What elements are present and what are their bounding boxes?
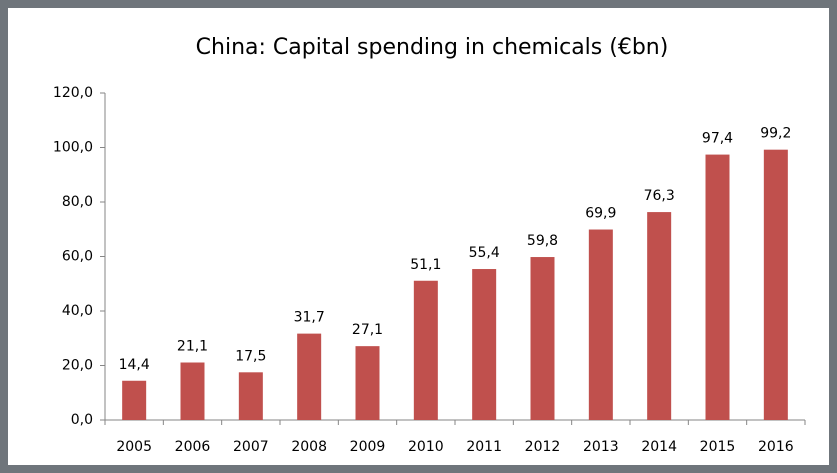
bar xyxy=(763,149,788,420)
data-label: 99,2 xyxy=(760,126,791,142)
data-label: 27,1 xyxy=(352,322,383,338)
bar xyxy=(588,229,613,420)
bar xyxy=(238,372,263,420)
y-tick-label: 20,0 xyxy=(62,358,93,374)
bar xyxy=(472,269,497,420)
x-tick-label: 2014 xyxy=(641,439,677,455)
data-label: 31,7 xyxy=(294,310,325,326)
x-tick-label: 2012 xyxy=(525,439,561,455)
data-label: 59,8 xyxy=(527,233,558,249)
y-tick-label: 40,0 xyxy=(62,303,93,319)
x-tick-label: 2005 xyxy=(116,439,152,455)
x-tick-label: 2006 xyxy=(175,439,211,455)
y-tick-label: 120,0 xyxy=(53,85,93,101)
bar xyxy=(530,257,555,420)
data-label: 14,4 xyxy=(119,357,150,373)
chart-title: China: Capital spending in chemicals (€b… xyxy=(196,35,669,60)
data-label: 51,1 xyxy=(410,257,441,273)
x-tick-label: 2010 xyxy=(408,439,444,455)
y-tick-label: 0,0 xyxy=(71,412,93,428)
x-tick-label: 2011 xyxy=(466,439,502,455)
bar xyxy=(647,212,672,420)
bar xyxy=(122,380,147,420)
x-tick-label: 2013 xyxy=(583,439,619,455)
bar xyxy=(355,346,380,420)
x-tick-label: 2007 xyxy=(233,439,269,455)
data-label: 55,4 xyxy=(469,245,500,261)
bar xyxy=(413,280,438,420)
x-tick-label: 2016 xyxy=(758,439,794,455)
y-tick-label: 80,0 xyxy=(62,194,93,210)
bar xyxy=(705,154,730,420)
data-label: 69,9 xyxy=(585,206,616,222)
data-label: 97,4 xyxy=(702,131,733,147)
x-tick-label: 2009 xyxy=(350,439,386,455)
data-label: 21,1 xyxy=(177,339,208,355)
bar xyxy=(297,333,322,420)
x-tick-label: 2015 xyxy=(700,439,736,455)
y-tick-label: 60,0 xyxy=(62,249,93,265)
data-label: 17,5 xyxy=(235,348,266,364)
bar xyxy=(180,362,205,420)
x-tick-label: 2008 xyxy=(291,439,327,455)
data-label: 76,3 xyxy=(644,188,675,204)
y-tick-label: 100,0 xyxy=(53,140,93,156)
